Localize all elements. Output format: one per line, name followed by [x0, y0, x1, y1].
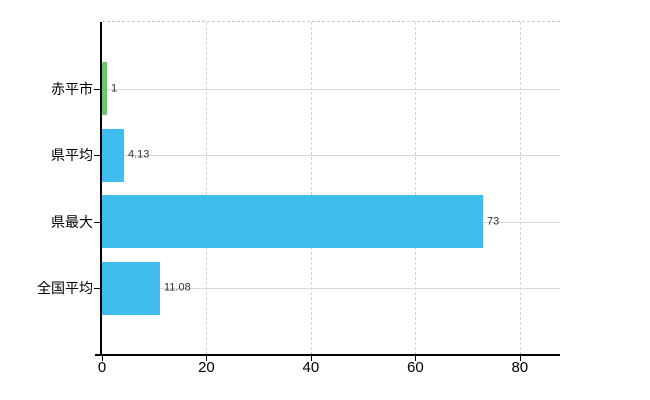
- category-tick: [94, 88, 100, 90]
- h-gridline: [102, 155, 560, 157]
- bar-value-label: 11.08: [164, 281, 191, 294]
- x-tick-label: 80: [511, 359, 529, 376]
- bar: [102, 62, 107, 116]
- bar: [102, 195, 483, 249]
- category-label: 県平均: [51, 147, 93, 164]
- v-gridline: [519, 22, 521, 355]
- v-gridline: [310, 22, 312, 355]
- bar: [102, 128, 124, 182]
- category-label: 全国平均: [37, 280, 93, 297]
- h-gridline: [102, 88, 560, 90]
- category-tick: [94, 221, 100, 223]
- x-tick-label: 60: [406, 359, 424, 376]
- category-tick: [94, 155, 100, 157]
- x-tick-mark: [519, 356, 521, 361]
- v-gridline: [206, 22, 208, 355]
- h-gridline: [102, 288, 560, 290]
- x-tick-mark: [310, 356, 312, 361]
- category-label: 県最大: [51, 213, 93, 230]
- x-tick-label: 0: [97, 359, 107, 376]
- x-tick-label: 20: [198, 359, 215, 376]
- x-tick-label: 40: [302, 359, 320, 376]
- top-frame-dashed-line: [102, 21, 560, 22]
- x-tick-mark: [206, 356, 208, 361]
- y-axis-line: [100, 22, 102, 356]
- v-gridline: [415, 22, 417, 355]
- bar-value-label: 4.13: [128, 148, 150, 161]
- category-label: 赤平市: [51, 80, 93, 97]
- category-tick: [94, 288, 100, 290]
- bar: [102, 261, 160, 315]
- x-tick-mark: [415, 356, 417, 361]
- x-axis-line: [95, 354, 560, 356]
- bar-value-label: 73: [487, 215, 500, 228]
- bar-value-label: 1: [111, 82, 118, 95]
- x-tick-mark: [102, 356, 103, 361]
